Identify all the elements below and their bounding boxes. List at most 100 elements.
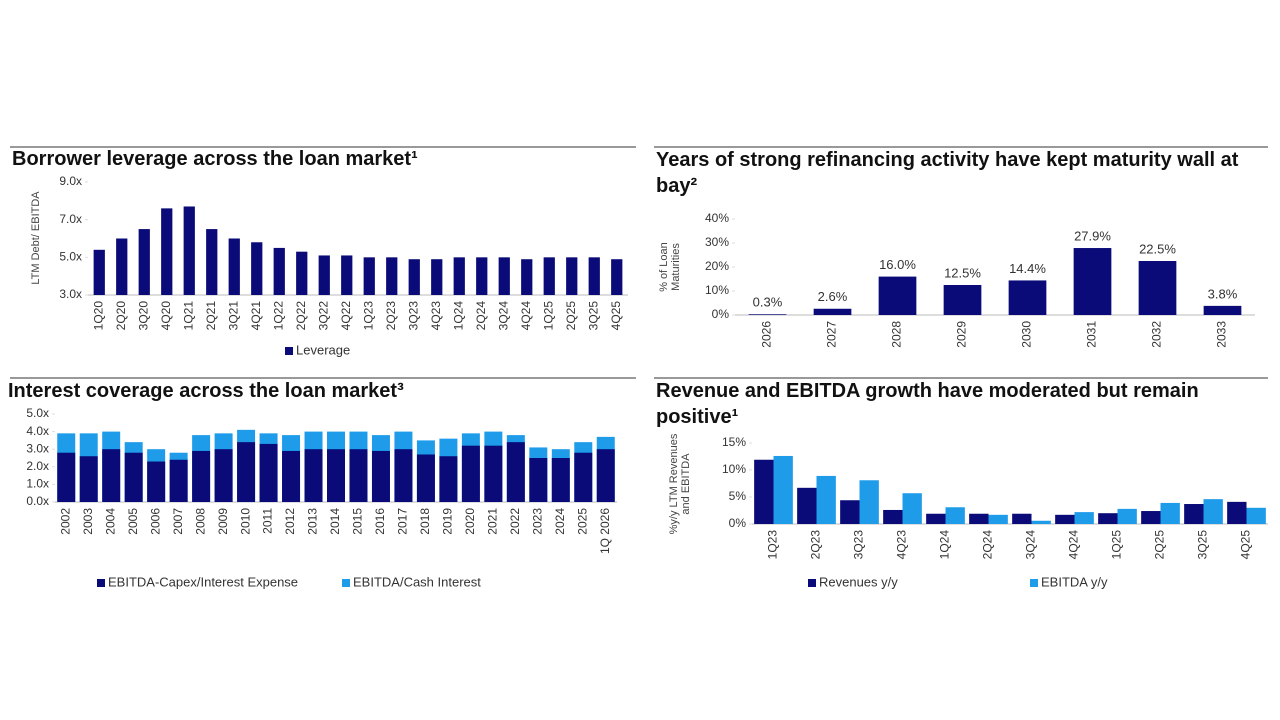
value-label: 22.5% bbox=[1139, 241, 1176, 256]
bar bbox=[773, 455, 793, 524]
bar bbox=[945, 507, 965, 524]
legend-label: Leverage bbox=[296, 342, 350, 357]
legend-swatch bbox=[342, 579, 350, 587]
x-tick-label: 1Q25 bbox=[541, 301, 555, 331]
bar bbox=[1012, 513, 1032, 524]
x-tick-label: 2Q22 bbox=[294, 301, 308, 331]
value-label: 2.6% bbox=[818, 289, 848, 304]
bar bbox=[521, 259, 533, 295]
y-tick-label: 3.0x bbox=[26, 441, 49, 455]
x-tick-label: 2Q25 bbox=[1153, 530, 1167, 560]
chart-title: Interest coverage across the loan market… bbox=[8, 380, 404, 402]
bar bbox=[1138, 261, 1177, 315]
x-tick-label: 4Q23 bbox=[429, 301, 443, 331]
x-tick-label: 4Q22 bbox=[339, 301, 353, 331]
legend-label: Revenues y/y bbox=[819, 574, 898, 589]
x-tick-label: 3Q24 bbox=[496, 301, 510, 331]
bar bbox=[748, 314, 787, 315]
x-tick-label: 2004 bbox=[103, 508, 117, 535]
x-tick-label: 1Q24 bbox=[451, 301, 465, 331]
y-tick-label: 10% bbox=[705, 283, 729, 297]
x-tick-label: 2Q25 bbox=[564, 301, 578, 331]
bar bbox=[1246, 507, 1266, 524]
bar bbox=[147, 461, 166, 502]
bar bbox=[282, 450, 301, 502]
chart-title: Borrower leverage across the loan market… bbox=[12, 148, 418, 170]
x-tick-label: 2028 bbox=[890, 321, 904, 348]
x-tick-label: 4Q25 bbox=[1239, 530, 1253, 560]
bar bbox=[969, 513, 989, 524]
x-tick-label: 3Q22 bbox=[316, 301, 330, 331]
bar bbox=[453, 257, 465, 295]
bar bbox=[1073, 248, 1112, 315]
legend-label: EBITDA/Cash Interest bbox=[353, 574, 481, 589]
x-tick-label: 2012 bbox=[283, 508, 297, 535]
bar bbox=[161, 208, 173, 295]
bar bbox=[859, 480, 879, 524]
bar bbox=[363, 257, 375, 295]
legend-swatch bbox=[808, 579, 816, 587]
bar bbox=[484, 445, 503, 502]
x-tick-label: 2023 bbox=[530, 508, 544, 535]
x-tick-label: 1Q21 bbox=[181, 301, 195, 331]
bar bbox=[79, 456, 98, 502]
bar bbox=[304, 449, 323, 502]
bar bbox=[102, 449, 121, 502]
x-tick-label: 2022 bbox=[508, 508, 522, 535]
x-tick-label: 2Q24 bbox=[981, 530, 995, 560]
x-tick-label: 4Q21 bbox=[249, 301, 263, 331]
x-tick-label: 4Q24 bbox=[519, 301, 533, 331]
bar bbox=[574, 452, 593, 502]
bar bbox=[1055, 514, 1075, 524]
legend-label: EBITDA y/y bbox=[1041, 574, 1108, 589]
bar bbox=[551, 458, 570, 502]
bar bbox=[1141, 511, 1161, 524]
bar bbox=[878, 276, 917, 315]
x-tick-label: 2009 bbox=[216, 508, 230, 535]
x-tick-label: 2019 bbox=[441, 508, 455, 535]
bar bbox=[797, 487, 817, 524]
bar bbox=[1203, 305, 1242, 315]
x-tick-label: 2014 bbox=[328, 508, 342, 535]
bar bbox=[596, 449, 615, 502]
bar bbox=[169, 459, 188, 502]
y-tick-label: 1.0x bbox=[26, 477, 49, 491]
bar bbox=[206, 229, 218, 295]
y-axis-title: %y/y LTM Revenues and EBITDA bbox=[668, 433, 692, 535]
x-tick-label: 2003 bbox=[81, 508, 95, 535]
y-tick-label: 20% bbox=[705, 259, 729, 273]
x-tick-label: 1Q22 bbox=[271, 301, 285, 331]
x-tick-label: 2015 bbox=[351, 508, 365, 535]
value-label: 3.8% bbox=[1208, 286, 1238, 301]
bar bbox=[1203, 499, 1223, 524]
x-tick-label: 2006 bbox=[148, 508, 162, 535]
bar bbox=[192, 450, 211, 502]
bar bbox=[529, 458, 548, 502]
bar bbox=[543, 257, 555, 295]
legend-swatch bbox=[285, 347, 293, 355]
bar bbox=[506, 442, 525, 502]
y-tick-label: 4.0x bbox=[26, 424, 49, 438]
x-tick-label: 2013 bbox=[306, 508, 320, 535]
y-tick-label: 3.0x bbox=[59, 287, 82, 301]
y-tick-label: 7.0x bbox=[59, 212, 82, 226]
x-tick-label: 3Q23 bbox=[406, 301, 420, 331]
bar bbox=[394, 449, 413, 502]
x-tick-label: 2002 bbox=[58, 508, 72, 535]
bar bbox=[439, 456, 458, 502]
x-tick-label: 3Q20 bbox=[136, 301, 150, 331]
x-tick-label: 2024 bbox=[553, 508, 567, 535]
x-tick-label: 4Q23 bbox=[895, 530, 909, 560]
x-tick-label: 2Q23 bbox=[809, 530, 823, 560]
y-tick-label: 5.0x bbox=[59, 250, 82, 264]
x-tick-label: 2008 bbox=[193, 508, 207, 535]
bar bbox=[214, 449, 233, 502]
y-tick-label: 0% bbox=[712, 307, 730, 321]
x-tick-label: 3Q25 bbox=[586, 301, 600, 331]
y-tick-label: 15% bbox=[722, 435, 746, 449]
value-label: 0.3% bbox=[753, 295, 783, 310]
x-tick-label: 2Q21 bbox=[204, 301, 218, 331]
x-tick-label: 2032 bbox=[1150, 321, 1164, 348]
bar bbox=[1008, 280, 1047, 315]
